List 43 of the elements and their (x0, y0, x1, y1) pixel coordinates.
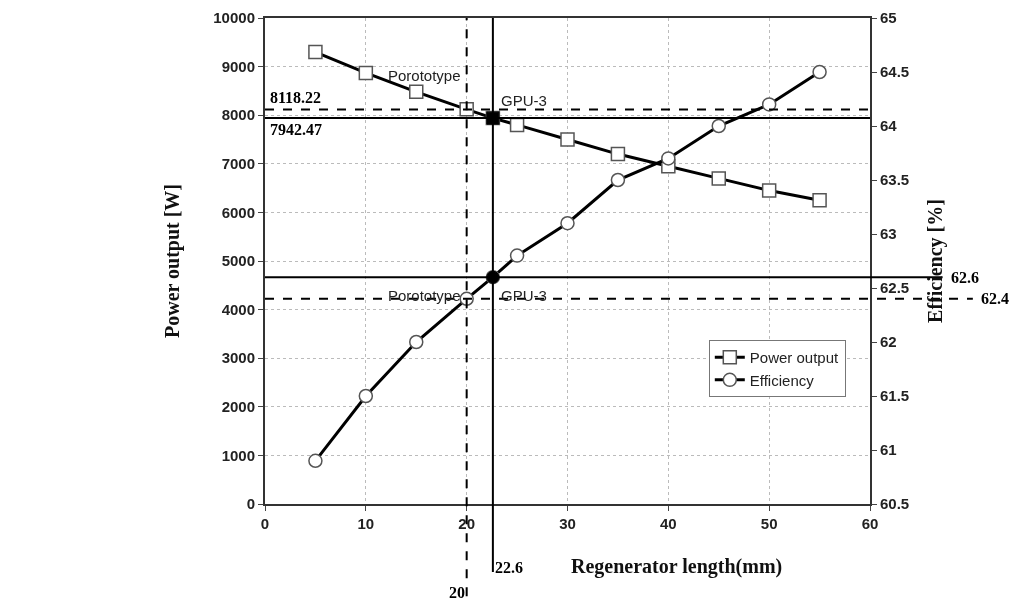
y2-tick-label: 60.5 (880, 495, 910, 513)
y2-tick-label: 61 (880, 441, 897, 459)
y2-tick-label: 61.5 (880, 387, 910, 405)
y2-tick-label: 63.5 (880, 171, 910, 189)
y2-tick-label: 65 (880, 9, 897, 27)
y2-axis-title: Efficiency [%] (924, 199, 948, 323)
x-tick-label: 30 (559, 515, 576, 532)
ref-line-label: 62.4 (981, 290, 1009, 307)
y-tick-label: 4000 (221, 300, 255, 318)
y-tick-label: 9000 (221, 57, 255, 75)
ref-line-label: 8118.22 (270, 89, 322, 106)
y-tick-label: 3000 (221, 349, 255, 367)
ref-line-label: 7942.47 (270, 121, 322, 138)
legend-label: Power output (749, 349, 840, 367)
annotation: Porototype (388, 287, 461, 304)
x-tick-label: 50 (760, 515, 778, 532)
y-tick-label: 10000 (213, 9, 255, 27)
ref-line-label: 20 (449, 584, 465, 601)
y2-tick-label: 63 (880, 225, 897, 243)
x-tick-label: 10 (357, 515, 375, 532)
x-tick-label: 20 (458, 515, 476, 532)
legend-label: Efficiency (749, 371, 815, 389)
annotation: Porototype (388, 67, 461, 84)
y2-tick-label: 62.5 (880, 279, 910, 297)
y-tick-label: 8000 (221, 106, 255, 124)
x-tick-label: 40 (659, 515, 677, 532)
annotation: GPU-3 (501, 92, 547, 109)
y-tick-label: 1000 (221, 446, 255, 464)
x-tick-label: 60 (861, 515, 879, 532)
y-axis-title: Power output [W] (161, 183, 185, 339)
y2-tick-label: 64 (880, 117, 898, 135)
y-tick-label: 7000 (221, 155, 255, 173)
y2-tick-label: 62 (880, 333, 897, 351)
y-tick-label: 2000 (221, 398, 255, 416)
ref-line-label: 22.6 (495, 559, 523, 576)
annotation: GPU-3 (501, 287, 547, 304)
ref-line-label: 62.6 (951, 269, 979, 286)
x-axis-title: Regenerator length(mm) (571, 555, 783, 578)
y2-tick-label: 64.5 (880, 63, 910, 81)
x-tick-label: 0 (260, 515, 270, 532)
y-tick-label: 0 (246, 495, 255, 513)
y-tick-label: 6000 (221, 203, 255, 221)
y-tick-label: 5000 (221, 252, 255, 270)
